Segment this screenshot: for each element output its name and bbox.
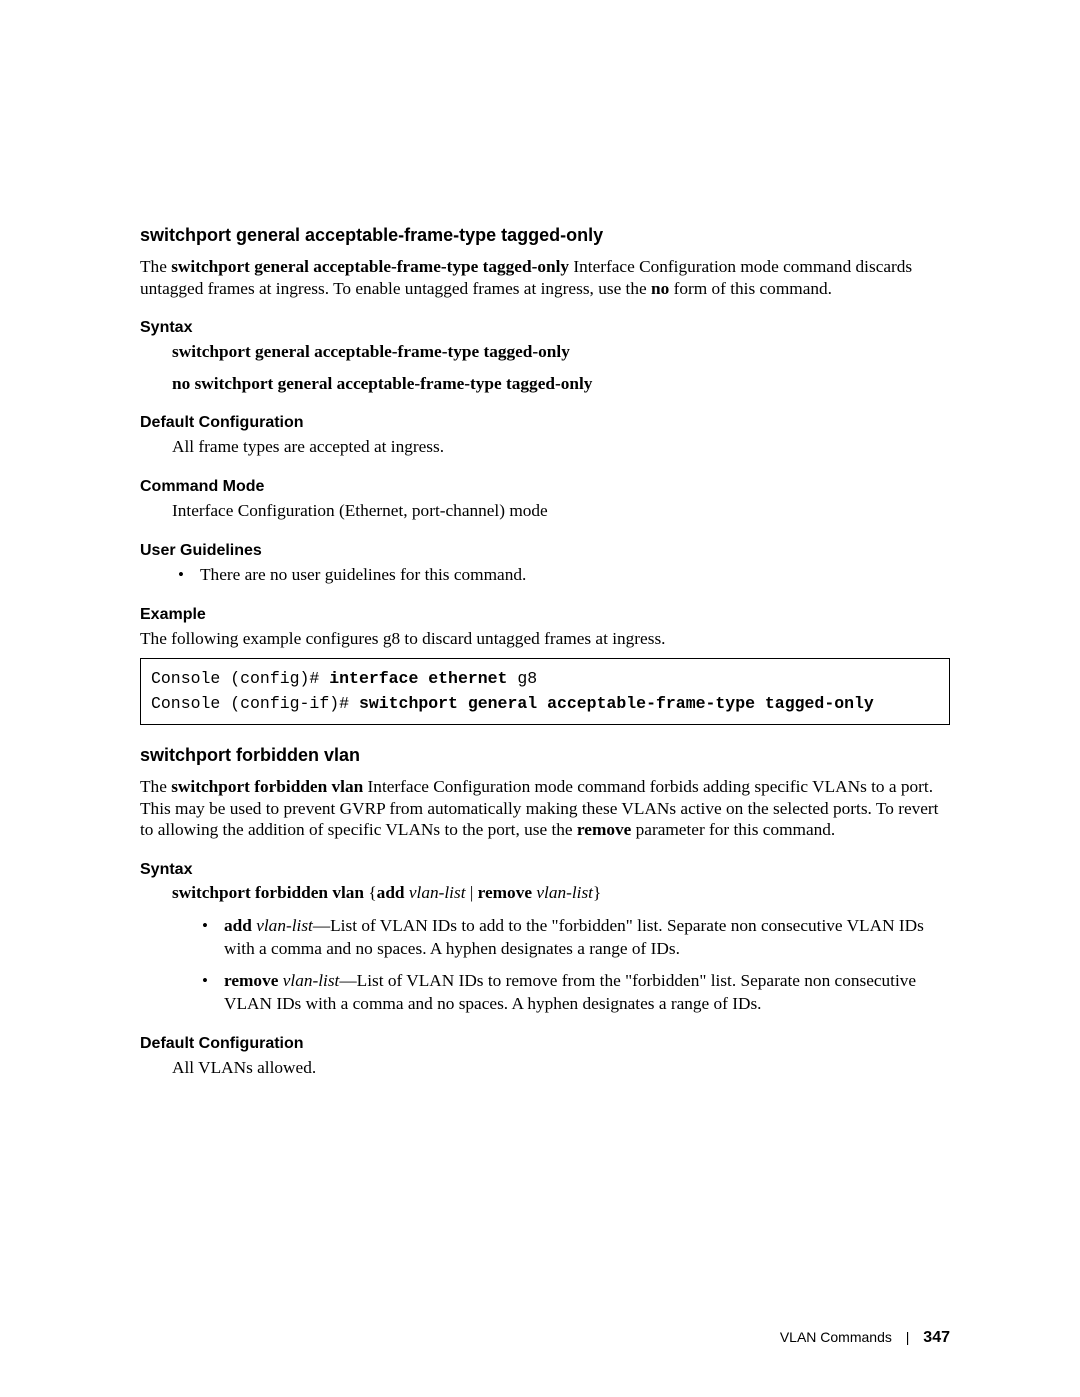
user-guidelines-heading: User Guidelines	[140, 542, 950, 560]
syntax-line: switchport general acceptable-frame-type…	[172, 341, 950, 363]
example-text: The following example configures g8 to d…	[140, 628, 950, 650]
text-bold: add	[377, 883, 405, 902]
text: }	[593, 883, 601, 902]
text-bold: switchport forbidden vlan	[172, 883, 364, 902]
default-config-heading-1: Default Configuration	[140, 414, 950, 432]
code-line: Console (config-if)# switchport general …	[151, 692, 939, 717]
page-footer: VLAN Commands | 347	[780, 1329, 950, 1347]
text-italic: vlan-list	[536, 883, 593, 902]
text: form of this command.	[669, 279, 832, 298]
code-text: Console (config)#	[151, 669, 329, 688]
syntax-line-2: switchport forbidden vlan {add vlan-list…	[172, 883, 950, 903]
text-bold: no	[651, 279, 669, 298]
text: |	[466, 883, 478, 902]
page-number: 347	[923, 1329, 950, 1346]
syntax-params-list: add vlan-list—List of VLAN IDs to add to…	[140, 915, 950, 1015]
document-page: switchport general acceptable-frame-type…	[0, 0, 1080, 1397]
syntax-line: no switchport general acceptable-frame-t…	[172, 373, 950, 395]
code-line: Console (config)# interface ethernet g8	[151, 667, 939, 692]
text: parameter for this command.	[631, 820, 835, 839]
default-config-text-1: All frame types are accepted at ingress.	[172, 436, 950, 458]
text-bold: switchport forbidden vlan	[171, 777, 363, 796]
text-bold: remove	[224, 971, 278, 990]
list-item: remove vlan-list—List of VLAN IDs to rem…	[202, 970, 950, 1015]
text: The	[140, 777, 171, 796]
text: The	[140, 257, 171, 276]
text-italic: vlan-list	[409, 883, 466, 902]
text-italic: vlan-list	[256, 916, 313, 935]
text: {	[364, 883, 377, 902]
default-config-heading-2: Default Configuration	[140, 1035, 950, 1053]
text-italic: vlan-list	[283, 971, 340, 990]
user-guidelines-list: There are no user guidelines for this co…	[140, 564, 950, 586]
default-config-text-2: All VLANs allowed.	[172, 1057, 950, 1079]
text-bold: add	[224, 916, 252, 935]
text: —List of VLAN IDs to add to the "forbidd…	[224, 916, 924, 957]
text-bold: remove	[478, 883, 532, 902]
code-example-box: Console (config)# interface ethernet g8 …	[140, 658, 950, 726]
syntax-heading-2: Syntax	[140, 861, 950, 879]
code-bold: switchport general acceptable-frame-type…	[359, 694, 874, 713]
example-heading: Example	[140, 606, 950, 624]
code-text: g8	[517, 669, 537, 688]
text-bold: switchport general acceptable-frame-type…	[171, 257, 569, 276]
command-mode-heading: Command Mode	[140, 478, 950, 496]
list-item: There are no user guidelines for this co…	[178, 564, 950, 586]
code-bold: interface ethernet	[329, 669, 517, 688]
section-title-1: switchport general acceptable-frame-type…	[140, 225, 950, 246]
footer-label: VLAN Commands	[780, 1329, 892, 1345]
intro-paragraph-1: The switchport general acceptable-frame-…	[140, 256, 950, 299]
footer-separator: |	[906, 1329, 910, 1345]
command-mode-text: Interface Configuration (Ethernet, port-…	[172, 500, 950, 522]
syntax-heading-1: Syntax	[140, 319, 950, 337]
section-title-2: switchport forbidden vlan	[140, 745, 950, 766]
text-bold: remove	[577, 820, 631, 839]
code-text: Console (config-if)#	[151, 694, 359, 713]
intro-paragraph-2: The switchport forbidden vlan Interface …	[140, 776, 950, 841]
list-item: add vlan-list—List of VLAN IDs to add to…	[202, 915, 950, 960]
